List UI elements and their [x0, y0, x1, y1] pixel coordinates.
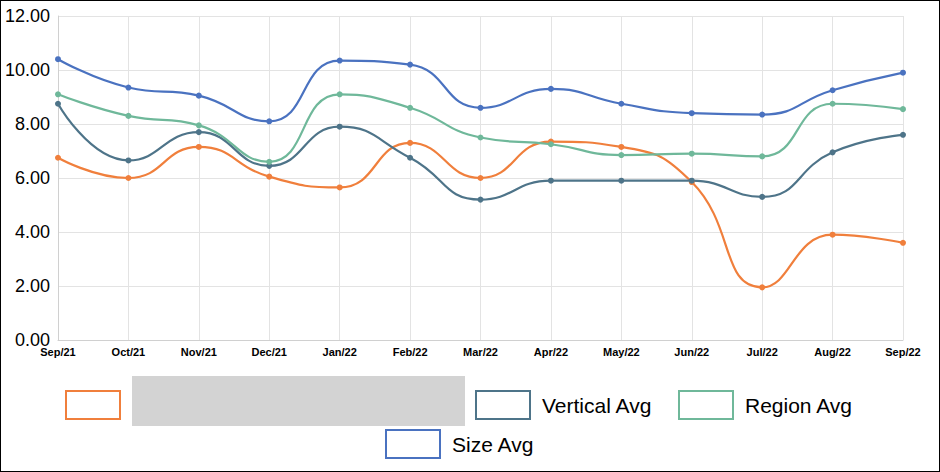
svg-text:Aug/22: Aug/22 [814, 346, 851, 358]
svg-text:Jun/22: Jun/22 [674, 346, 709, 358]
svg-text:Apr/22: Apr/22 [534, 346, 568, 358]
svg-text:Region Avg: Region Avg [745, 394, 852, 417]
svg-text:May/22: May/22 [603, 346, 640, 358]
svg-text:Feb/22: Feb/22 [393, 346, 428, 358]
svg-text:Jan/22: Jan/22 [323, 346, 357, 358]
svg-text:Dec/21: Dec/21 [252, 346, 287, 358]
svg-text:4.00: 4.00 [15, 222, 50, 242]
svg-text:Mar/22: Mar/22 [463, 346, 498, 358]
svg-text:12.00: 12.00 [5, 6, 50, 26]
svg-text:8.00: 8.00 [15, 114, 50, 134]
svg-text:Nov/21: Nov/21 [181, 346, 217, 358]
svg-text:Oct/21: Oct/21 [112, 346, 146, 358]
svg-text:Vertical Avg: Vertical Avg [542, 394, 651, 417]
svg-text:Jul/22: Jul/22 [747, 346, 778, 358]
svg-text:Sep/21: Sep/21 [40, 346, 75, 358]
svg-text:0.00: 0.00 [15, 330, 50, 350]
svg-text:2.00: 2.00 [15, 276, 50, 296]
svg-text:6.00: 6.00 [15, 168, 50, 188]
svg-text:Size Avg: Size Avg [452, 433, 533, 456]
svg-text:10.00: 10.00 [5, 60, 50, 80]
svg-text:Sep/22: Sep/22 [885, 346, 920, 358]
